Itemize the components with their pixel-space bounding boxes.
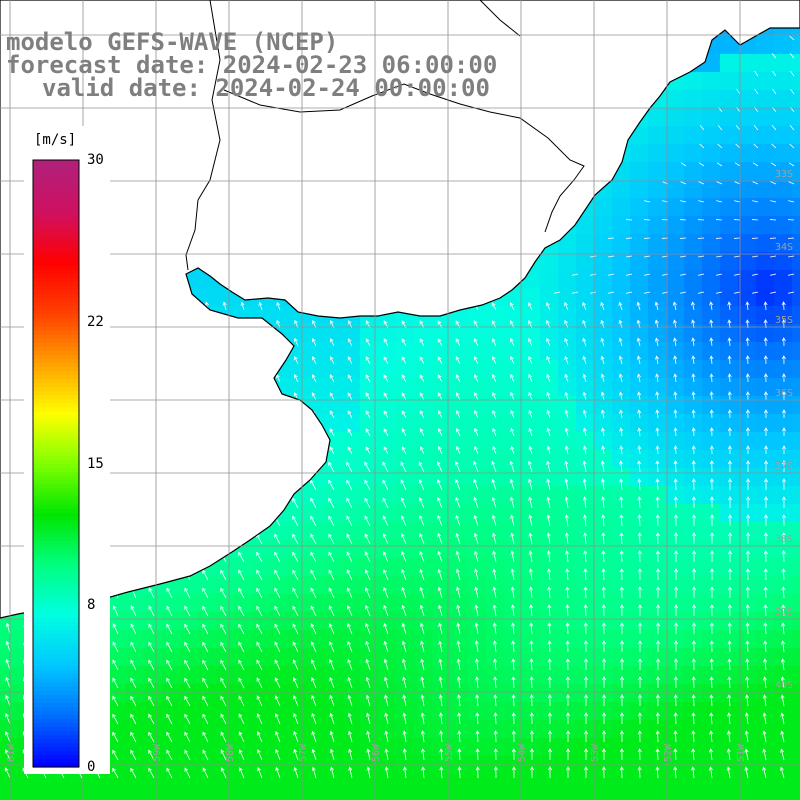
colorbar-tick-label: 30 (87, 152, 104, 168)
lat-label: 37S (775, 461, 793, 472)
colorbar-tick-label: 8 (87, 597, 96, 614)
lon-label: 57W (298, 743, 309, 762)
colorbar-frame (32, 159, 80, 768)
lat-label: 35S (775, 315, 793, 326)
lat-label: 33S (775, 169, 793, 180)
lon-label: 56W (371, 743, 382, 762)
lat-label: 38S (775, 534, 793, 545)
lat-label: 34S (775, 242, 793, 253)
lon-label: 59W (152, 743, 163, 762)
valid-date: valid date: 2024-02-24 00:00:00 (42, 74, 490, 102)
colorbar-tick-label: 22 (87, 313, 104, 330)
model-title: modelo GEFS-WAVE (NCEP) (6, 28, 339, 56)
lon-label: 55W (444, 743, 455, 762)
lon-label: 52W (663, 743, 674, 762)
colorbar-unit: [m/s] (34, 132, 77, 148)
land-mass (0, 0, 800, 619)
lon-label: 54W (517, 743, 528, 762)
lat-label: 40S (775, 680, 793, 691)
colorbar (24, 126, 110, 774)
lon-label: 58W (225, 743, 236, 762)
colorbar-tick-label: 0 (87, 759, 96, 775)
colorbar-tick-label: 15 (87, 455, 104, 472)
lon-label: 53W (590, 743, 601, 762)
forecast-date: forecast date: 2024-02-23 06:00:00 (6, 51, 498, 79)
lat-label: 36S (775, 388, 793, 399)
lon-label: 61W (6, 743, 17, 762)
lat-label: 39S (775, 607, 793, 618)
lon-label: 51W (736, 743, 747, 762)
coastline-inland (185, 0, 585, 271)
